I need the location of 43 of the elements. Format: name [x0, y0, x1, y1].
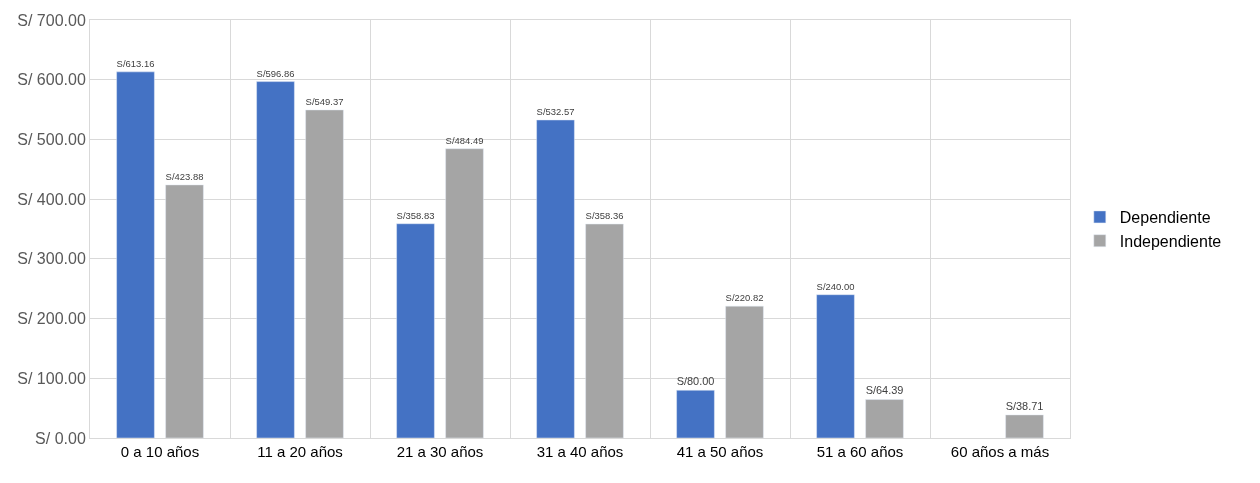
data-label: S/220.82 [725, 292, 764, 304]
x-tick-label: 21 a 30 años [396, 443, 484, 460]
bar [165, 184, 204, 438]
data-label: S/358.83 [396, 209, 435, 221]
y-tick-label: S/ 200.00 [17, 310, 86, 328]
data-label: S/549.37 [305, 96, 344, 108]
y-tick-label: S/ 600.00 [17, 71, 86, 89]
bar [865, 399, 904, 438]
legend-label: Independiente [1119, 232, 1222, 250]
y-tick-label: S/ 0.00 [35, 429, 86, 447]
x-tick-label: 51 a 60 años [816, 443, 904, 460]
x-tick-label: 31 a 40 años [536, 443, 624, 460]
y-tick-label: S/ 400.00 [17, 190, 86, 208]
bar [725, 305, 764, 438]
bar [676, 389, 715, 438]
y-tick-label: S/ 100.00 [17, 369, 86, 387]
bar [396, 223, 435, 438]
y-tick-label: S/ 700.00 [17, 11, 86, 29]
y-tick-label: S/ 500.00 [17, 131, 86, 149]
data-label: S/358.36 [585, 210, 624, 222]
data-label: S/240.00 [816, 280, 855, 292]
x-tick-label: 11 a 20 años [257, 443, 343, 460]
bar [536, 119, 575, 438]
data-label: S/596.86 [256, 67, 295, 79]
data-label: S/80.00 [676, 375, 715, 388]
data-label: S/613.16 [116, 57, 155, 69]
legend-label: Dependiente [1119, 209, 1211, 227]
bar [585, 223, 624, 438]
bar [1005, 414, 1044, 438]
x-tick-label: 0 a 10 años [120, 443, 200, 460]
data-label: S/532.57 [536, 106, 575, 118]
bar [305, 109, 344, 438]
bar [116, 71, 155, 438]
data-label: S/484.49 [445, 134, 484, 146]
bar [445, 148, 484, 438]
bar [816, 294, 855, 438]
bar [256, 81, 295, 438]
data-label: S/423.88 [165, 170, 204, 182]
y-tick-label: S/ 300.00 [17, 250, 86, 268]
x-tick-label: 41 a 50 años [676, 443, 764, 460]
data-label: S/64.39 [865, 384, 904, 397]
x-tick-label: 60 años a más [950, 443, 1050, 460]
data-label: S/38.71 [1005, 399, 1044, 412]
